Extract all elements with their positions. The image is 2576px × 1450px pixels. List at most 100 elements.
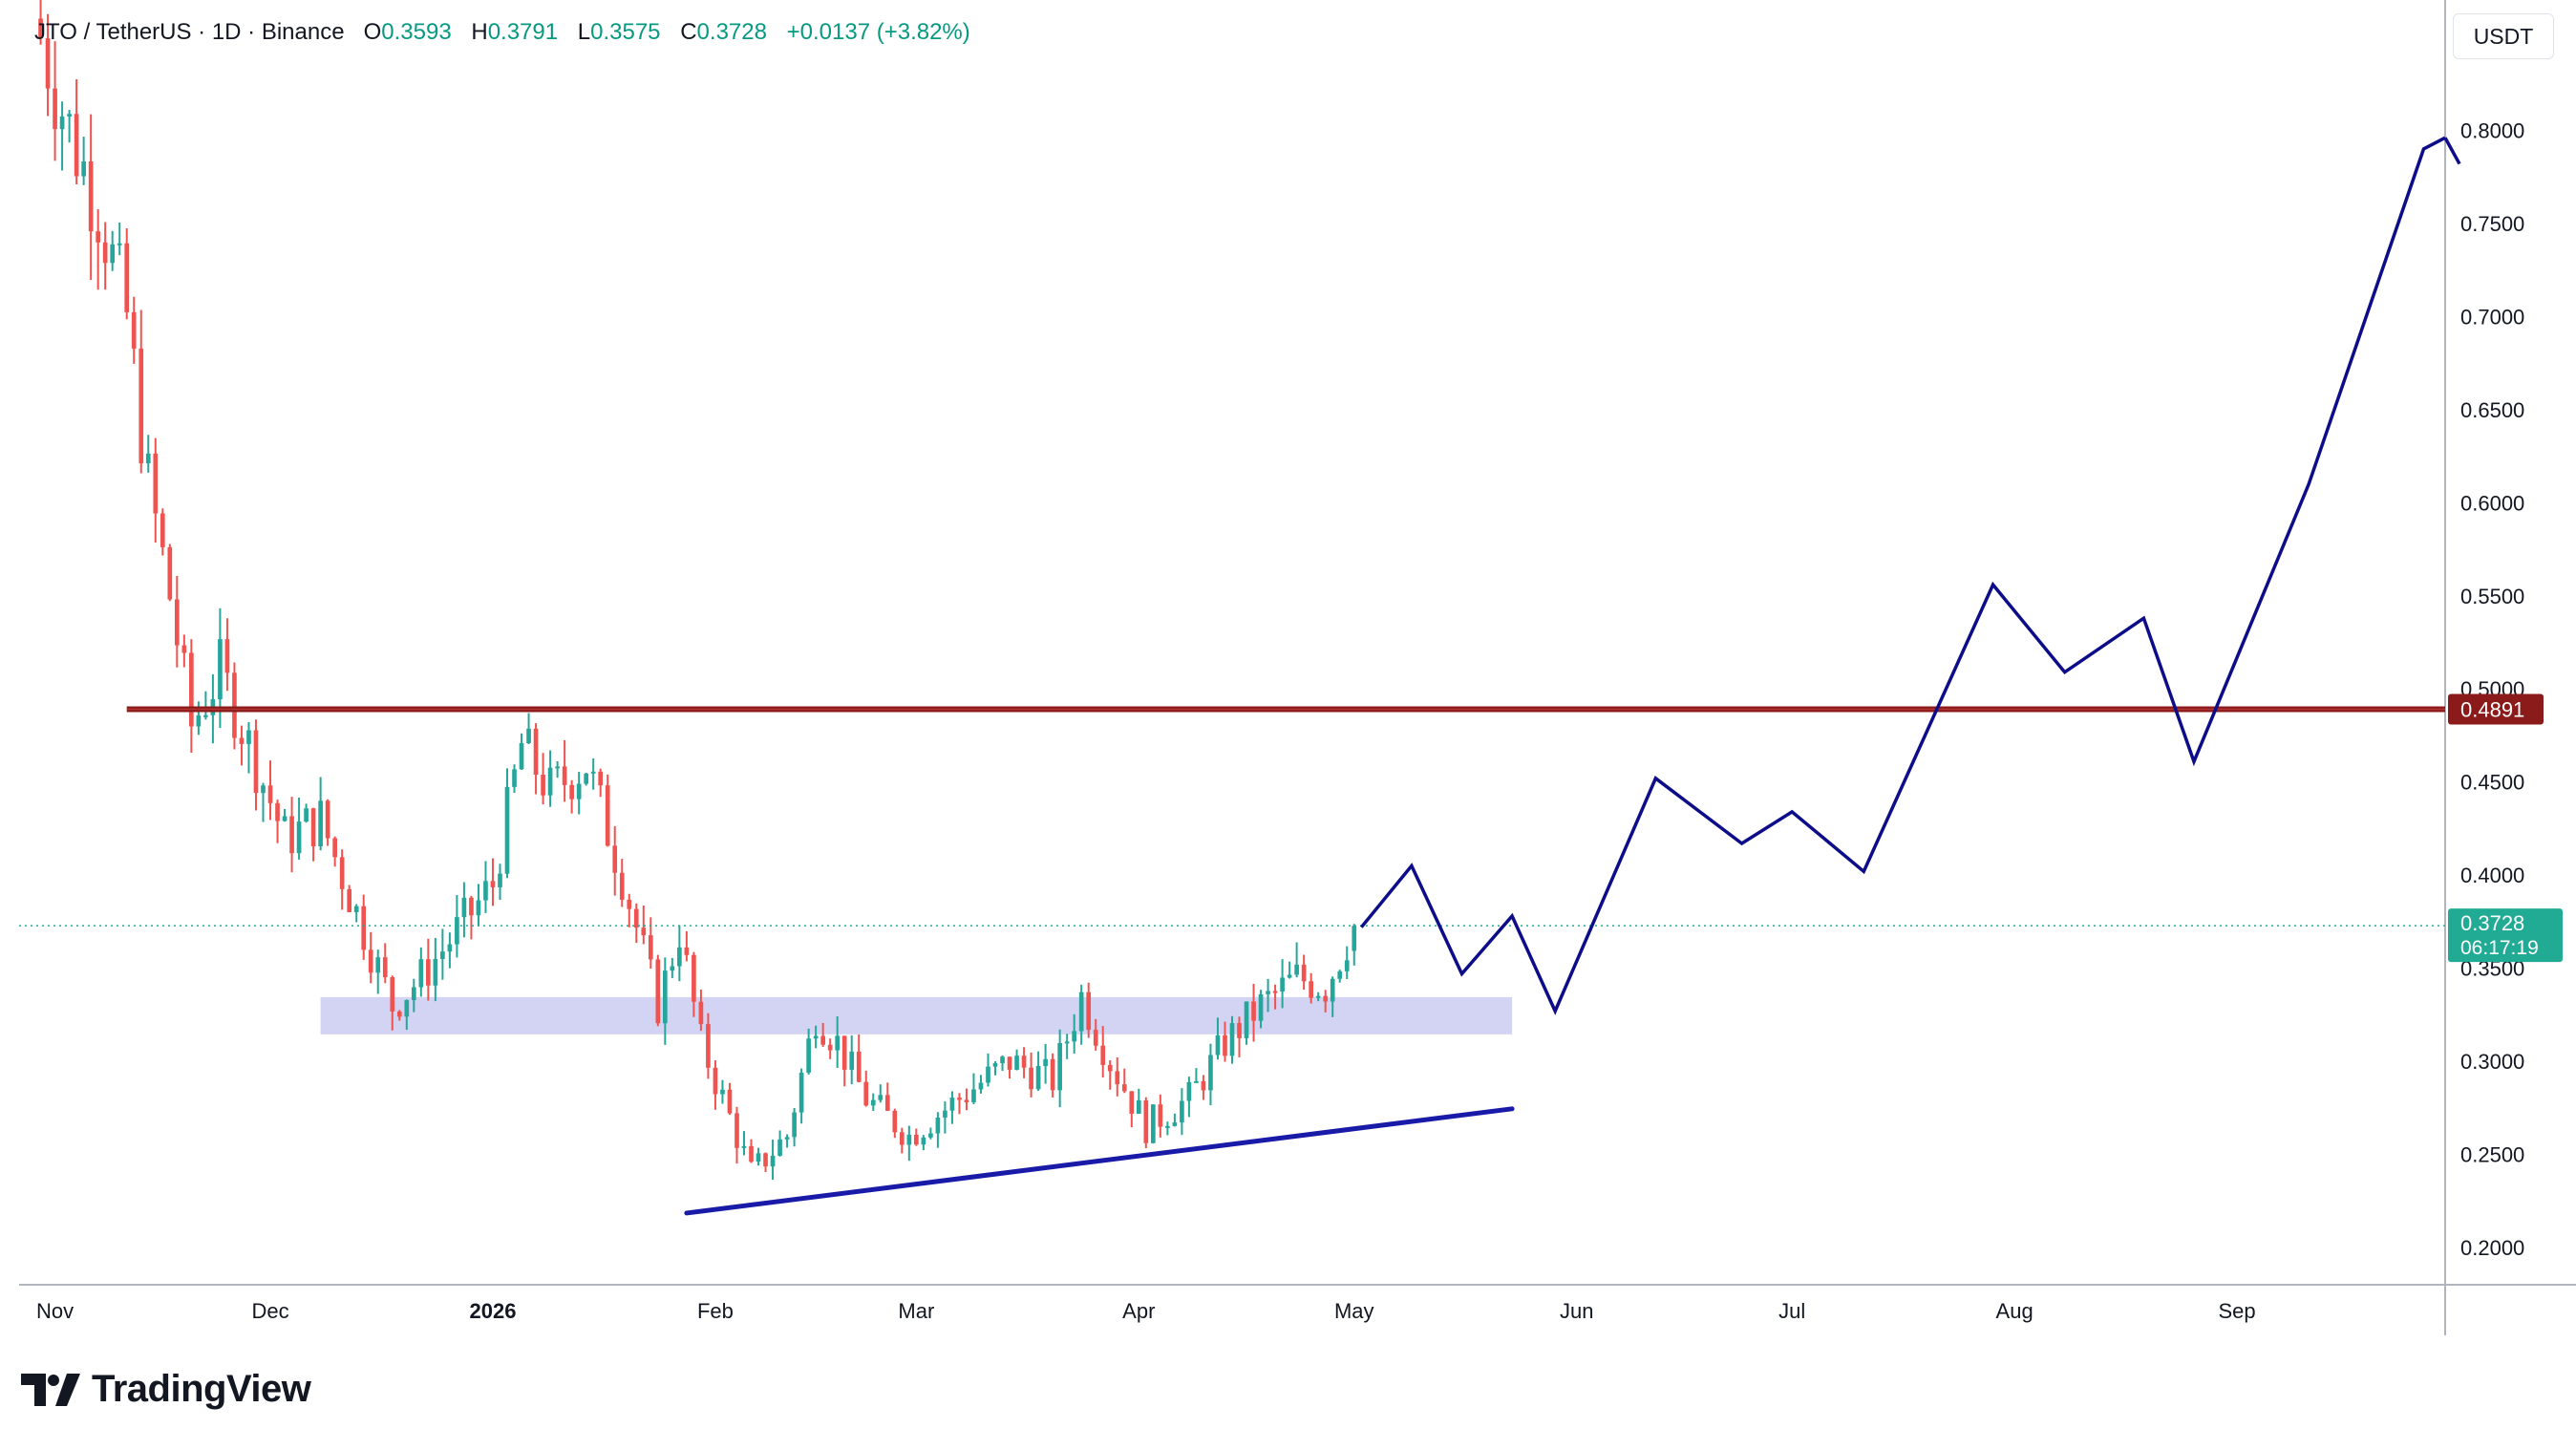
time-tick-label: Apr (1122, 1299, 1155, 1323)
candle-body (648, 935, 653, 960)
price-tick-label: 0.2000 (2460, 1236, 2524, 1260)
candle-body (426, 959, 431, 986)
candle-body (275, 802, 280, 821)
candle-body (1215, 1034, 1221, 1056)
tradingview-logo-icon (21, 1373, 80, 1406)
candle-body (96, 231, 100, 243)
candle-body (992, 1063, 998, 1067)
resistance-price-tag (2448, 693, 2544, 725)
candle-body (841, 1035, 847, 1070)
candle-body (246, 730, 251, 744)
candle-body (1337, 970, 1343, 979)
candle-body (756, 1153, 761, 1162)
time-tick-label: May (1334, 1299, 1374, 1323)
candle-body (921, 1137, 926, 1145)
candle-body (1352, 926, 1357, 951)
support-zone-layer (320, 996, 1513, 1034)
candle-body (483, 881, 488, 901)
candle-body (296, 821, 302, 854)
candle-body (670, 966, 675, 971)
candle-body (1244, 1001, 1249, 1038)
time-tick-label: Sep (2218, 1299, 2255, 1323)
candle-body (555, 766, 560, 769)
candle-body (734, 1113, 739, 1148)
candle-body (584, 773, 588, 784)
candle-body (124, 243, 130, 312)
candle-body (411, 987, 416, 1001)
candle-body (627, 899, 632, 909)
candle-body (325, 800, 330, 839)
candle-body (1057, 1042, 1062, 1091)
candle-body (1251, 1001, 1256, 1021)
candle-body (1029, 1067, 1033, 1090)
candle-body (1280, 977, 1285, 992)
candle-body (827, 1044, 833, 1051)
candle-body (153, 453, 159, 514)
candle-body (749, 1145, 754, 1162)
candle-body (1129, 1091, 1135, 1114)
candle-body (304, 808, 309, 822)
candle-body (440, 951, 445, 959)
candle-body (318, 800, 323, 847)
candle-body (361, 906, 367, 950)
candle-body (763, 1153, 768, 1167)
time-axis: Nov Dec 2026 Feb Mar Apr May Jun Jul Aug Sep (36, 1299, 2256, 1323)
candle-body (1078, 992, 1084, 1032)
chart-frame (19, 0, 2576, 1335)
candle-body (1000, 1056, 1005, 1064)
candle-body (655, 959, 661, 1024)
candle-body (971, 1089, 976, 1102)
candle-body (1208, 1055, 1213, 1091)
candle-body (138, 348, 144, 464)
candle-body (160, 513, 165, 547)
candle-body (267, 785, 273, 803)
price-tick-label: 0.6500 (2460, 398, 2524, 422)
candle-body (798, 1072, 804, 1113)
time-tick-label: Aug (1996, 1299, 2033, 1323)
candle-body (418, 959, 424, 988)
price-axis: 0.20000.25000.30000.35000.40000.45000.50… (2448, 118, 2563, 1260)
tradingview-logo[interactable]: TradingView (21, 1368, 311, 1411)
candle-body (663, 970, 668, 1024)
candle-body (576, 783, 582, 800)
candle-body (964, 1099, 969, 1102)
symbol-title: JTO / TetherUS · 1D · Binance (34, 19, 345, 45)
candle-body (806, 1038, 811, 1073)
candle-body (1301, 964, 1307, 982)
candle-body (45, 38, 51, 89)
time-tick-label: Nov (36, 1299, 74, 1323)
candle-body (1194, 1080, 1199, 1083)
candle-body (713, 1067, 718, 1095)
candle-body (253, 730, 259, 794)
candle-body (878, 1095, 884, 1100)
candle-body (512, 769, 517, 787)
candle-body (849, 1051, 855, 1070)
candle-body (490, 881, 496, 887)
currency-label: USDT (2473, 23, 2534, 49)
candle-body (519, 742, 524, 770)
candle-body (935, 1118, 941, 1134)
candle-body (117, 243, 122, 245)
candle-body (928, 1133, 933, 1138)
candle-body (74, 114, 79, 177)
candle-body (433, 958, 438, 986)
currency-button[interactable]: USDT (2453, 13, 2554, 59)
candle-body (81, 161, 86, 177)
candle-body (102, 242, 108, 264)
candle-countdown: 06:17:19 (2460, 937, 2539, 959)
candle-body (684, 947, 690, 955)
high-value: 0.3791 (487, 19, 559, 45)
candle-body (1072, 1031, 1077, 1042)
candle-body (181, 645, 187, 653)
candle-body (239, 737, 245, 744)
candle-body (390, 977, 395, 1012)
candle-body (1186, 1081, 1192, 1101)
candle-body (612, 845, 618, 873)
candle-body (282, 816, 287, 821)
price-tick-label: 0.6000 (2460, 491, 2524, 515)
candle-body (820, 1035, 825, 1045)
candle-body (396, 1011, 402, 1017)
close-value: 0.3728 (696, 19, 767, 45)
candle-body (870, 1099, 876, 1106)
